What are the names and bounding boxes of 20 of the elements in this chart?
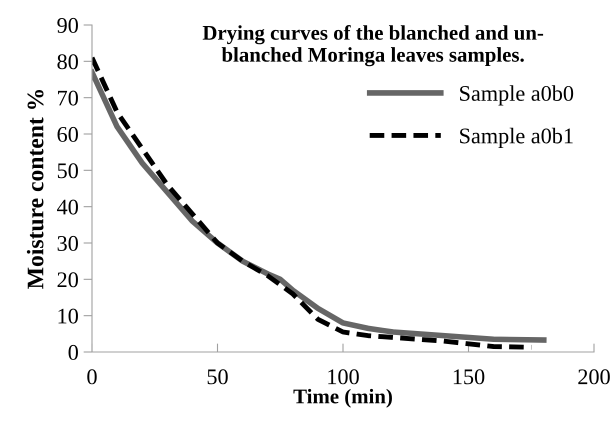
y-tick-label: 40 <box>57 200 78 215</box>
y-tick-label: 80 <box>57 54 78 70</box>
y-tick-label: 10 <box>58 308 78 324</box>
y-axis-title: Moisture content % <box>26 90 44 289</box>
y-tick-label: 90 <box>57 18 78 33</box>
y-tick-label: 30 <box>58 236 78 251</box>
x-tick-label: 150 <box>454 369 484 384</box>
chart-title: Drying curves of the blanched and un- blanched Moringa leaves samples. <box>202 25 544 66</box>
y-tick-label: 60 <box>58 126 78 142</box>
y-tick-label: 0 <box>68 344 78 360</box>
x-tick-label: 200 <box>578 369 610 384</box>
y-tick-label: 20 <box>58 272 78 288</box>
x-tick-label: 50 <box>208 369 228 384</box>
y-tick-label: 50 <box>58 163 78 178</box>
legend-label: Sample a0b1 <box>460 128 573 148</box>
x-axis-title: Time (min) <box>293 388 392 408</box>
y-tick-label: 70 <box>58 90 78 106</box>
x-tick-label: 100 <box>328 369 359 384</box>
legend-label: Sample a0b0 <box>460 85 574 106</box>
x-tick-label: 0 <box>87 369 97 384</box>
